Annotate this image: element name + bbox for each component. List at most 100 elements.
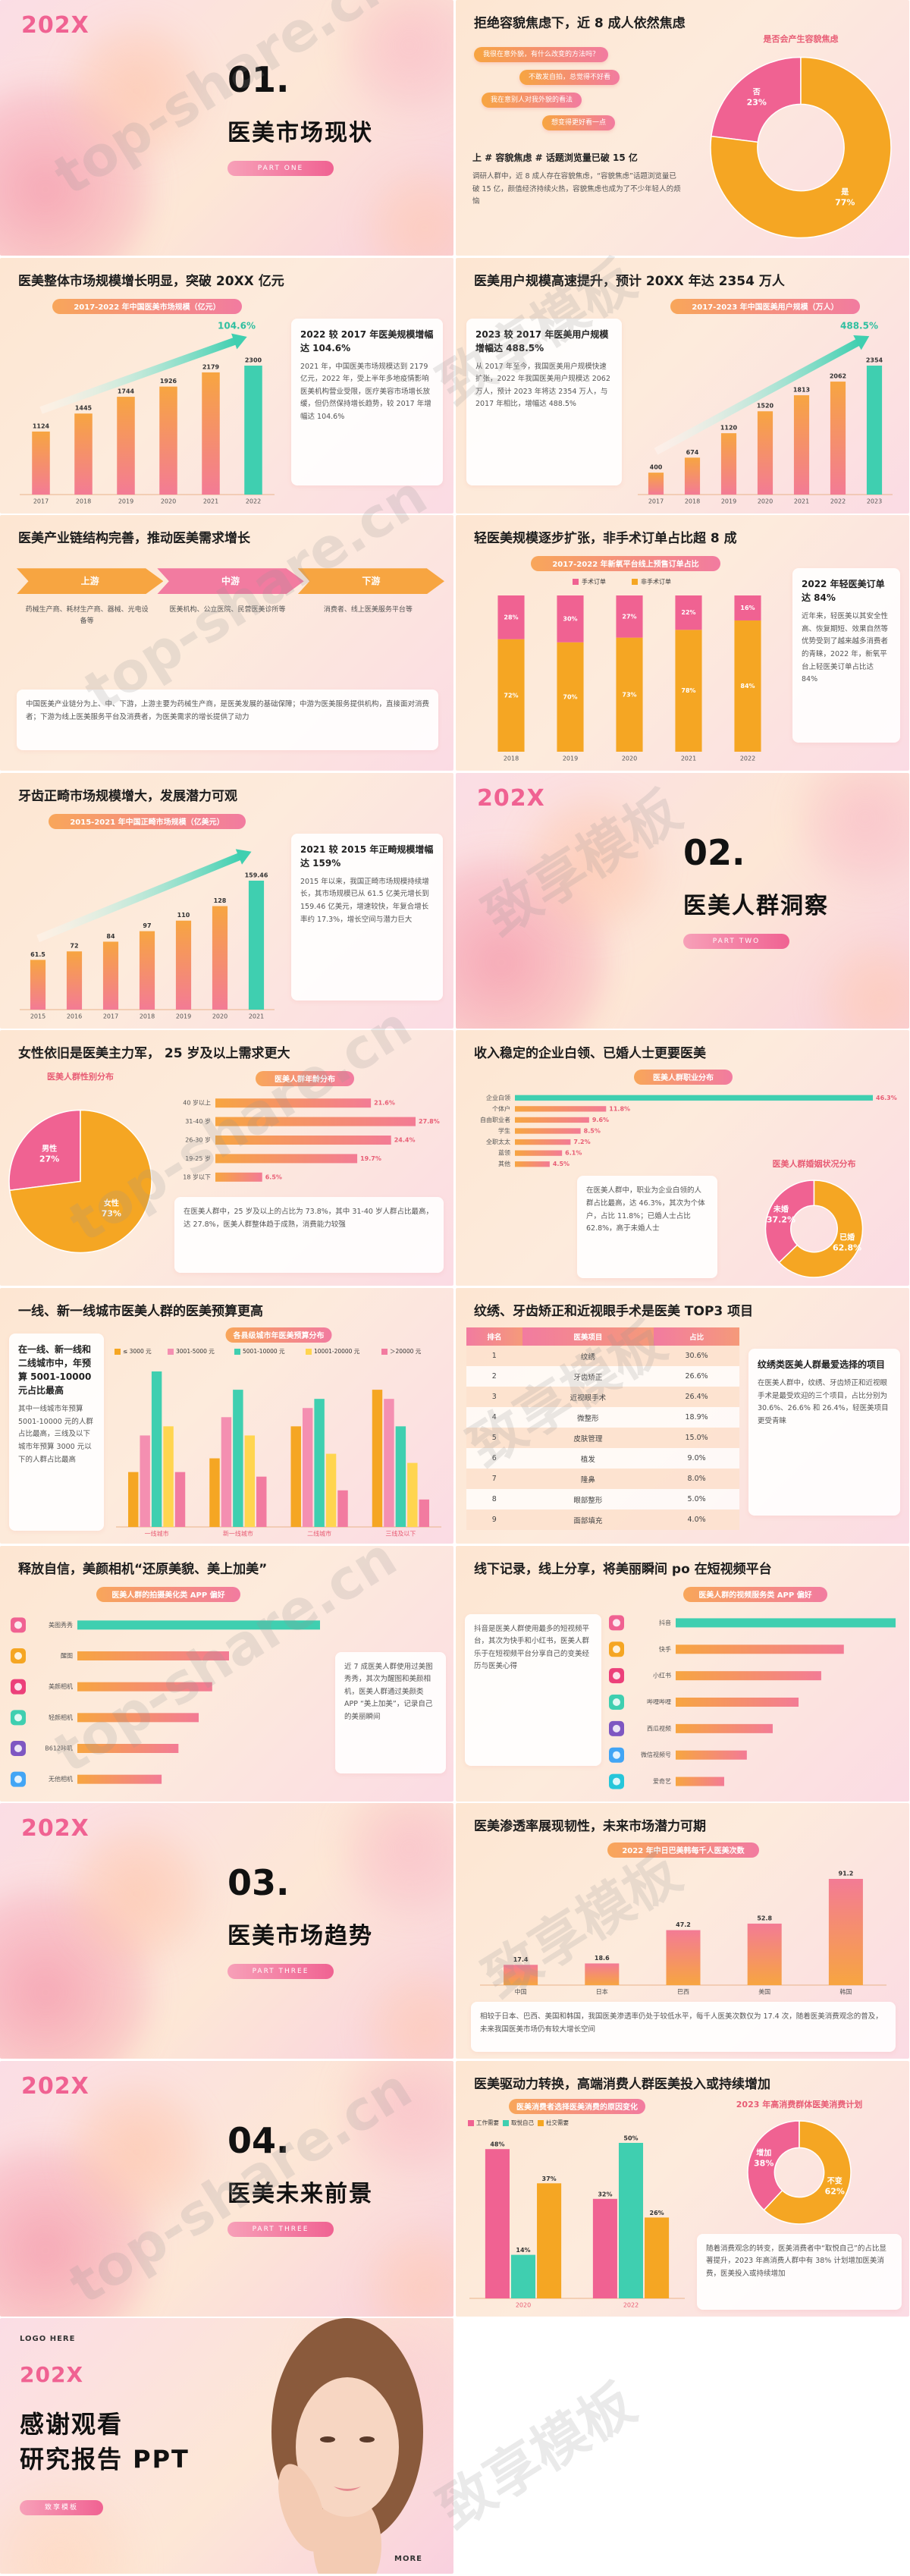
bar xyxy=(419,1499,429,1527)
bar xyxy=(175,920,192,1010)
block-grouped-bar: 医美消费者选择医美消费的原因变化 工作需要 取悦自己 社交需要 48% 14% 37% 202… xyxy=(463,2096,691,2312)
block-hbar: 医美人群职业分布 企业白领 46.3% 个体户 11.8% 自由职业者 9.6% 学生 8.5%… xyxy=(463,1067,903,1173)
bar xyxy=(407,1462,418,1527)
bar xyxy=(676,1644,844,1654)
bar xyxy=(290,1426,301,1527)
x-tick-label: 2020 xyxy=(622,756,637,762)
text-body: 在医美人群中，纹绣、牙齿矫正和近视眼手术是最受欢迎的三个项目，占比分别为 30.… xyxy=(758,1379,889,1425)
bar xyxy=(77,1743,179,1753)
bar xyxy=(77,1774,162,1784)
table-row: 6 植发 9.0% xyxy=(466,1448,739,1469)
table-cell: 眼部整形 xyxy=(522,1489,654,1509)
chart-title: 医美人群婚姻状况分布 xyxy=(773,1158,856,1169)
block-text: 中国医美产业链分为上、中、下游，上游主要为药械生产商，是医美发展的基础保障；中游… xyxy=(17,690,438,751)
bar xyxy=(256,1476,267,1527)
chart-title: 2017-2023 年中国医美用户规模（万人） xyxy=(692,302,838,312)
block-pie: 医美人群性别分布 男性 27% 女性 73% xyxy=(5,1068,156,1277)
text-body: 相较于日本、巴西、美国和韩国，我国医美渗透率仍处于较低水平，每千人医美次数仅为 … xyxy=(480,2012,883,2034)
app-icon-glyph xyxy=(613,1671,620,1679)
value-label: 97 xyxy=(143,922,151,929)
value-label: 77% xyxy=(835,198,855,208)
legend-swatch xyxy=(381,1349,388,1355)
text-body: 其中一线城市年预算 5001-10000 元的人群占比最高，三线及以下城市年预算… xyxy=(18,1405,93,1464)
x-tick-label: 2019 xyxy=(563,756,578,762)
x-tick-label: 中国 xyxy=(515,1988,527,1996)
value-label: 72 xyxy=(70,943,78,950)
growth-arrow-head xyxy=(231,333,247,349)
x-tick-label: 2023 xyxy=(867,498,882,504)
slide: 轻医美规模逐步扩张，非手术订单占比超 8 成 2017-2022 年新氧平台线上预… xyxy=(456,515,909,771)
value-label: 62.8% xyxy=(833,1243,861,1253)
x-tick-label: 韩国 xyxy=(839,1988,852,1996)
bar xyxy=(337,1490,348,1527)
bar xyxy=(151,1371,162,1527)
value-label: 84% xyxy=(740,683,755,690)
slide: 202X 01. 医美市场现状 PART ONE xyxy=(0,0,453,256)
legend-swatch xyxy=(468,2119,474,2126)
text-body: 近 7 成医美人群使用过美图秀秀，其次为醒图和美颜相机，医美人群通过美颜类 AP… xyxy=(344,1662,433,1722)
table-cell: 5.0% xyxy=(654,1489,739,1509)
slide-title: 牙齿正畸市场规模增大，发展潜力可观 xyxy=(18,788,237,804)
value-label: 16% xyxy=(740,605,755,611)
app-icon-glyph xyxy=(14,1682,22,1691)
slice-label: 已婚 xyxy=(839,1233,855,1242)
x-tick-label: 2017 xyxy=(33,498,49,504)
value-label: 7.2% xyxy=(573,1139,590,1145)
chart-title: 2017-2022 年新氧平台线上预售订单占比 xyxy=(552,559,698,569)
chart-title: 医美人群职业分布 xyxy=(653,1073,714,1082)
table-row: 3 近视眼手术 26.4% xyxy=(466,1387,739,1407)
block-bubbles: 我很在意外貌，有什么改变的方法吗？ 不敢发自拍，总觉得不好看 我在意别人对我外貌的看… xyxy=(474,44,664,135)
block-text: 在医美人群中，职业为企业白领的人群占比最高，达 46.3%，其次为个体户，占比 … xyxy=(577,1176,717,1279)
app-icon-glyph xyxy=(613,1777,620,1786)
bar xyxy=(676,1697,799,1707)
chart: 2015-2021 年中国正畸市场规模（亿美元） 61.5 2015 72 2016 84… xyxy=(20,813,275,1019)
x-tick-label: 2015 xyxy=(30,1013,46,1019)
slide: 医美整体市场规模增长明显，突破 20XX 亿元 2017-2022 年中国医美市场… xyxy=(0,257,453,514)
speech-bubble: 我很在意外貌，有什么改变的方法吗？ xyxy=(474,47,609,62)
y-tick-label: 轻颜相机 xyxy=(49,1713,73,1720)
title-pill xyxy=(96,1586,240,1602)
slice-label: 增加 xyxy=(756,2147,771,2157)
table-cell: 1 xyxy=(466,1346,522,1366)
decor-blob xyxy=(364,1970,453,2059)
chart-title: 2017-2022 年中国医美市场规模（亿元） xyxy=(74,302,220,312)
bar xyxy=(77,1619,320,1629)
chart: 各县级城市年医美预算分布 ≤ 3000 元 3001-5000 元 5001-1000… xyxy=(115,1327,441,1538)
slide: 释放自信，美颜相机“还原美貌、美上加美” 医美人群的拍摄美化类 APP 偏好 美图秀… xyxy=(0,1545,453,1802)
value-label: 2300 xyxy=(245,357,262,363)
x-tick-label: 2018 xyxy=(76,498,91,504)
value-label: 78% xyxy=(681,687,695,694)
bar xyxy=(676,1723,773,1733)
decor-blob xyxy=(341,1803,453,1918)
bar xyxy=(32,431,50,495)
table-cell: 2 xyxy=(466,1366,522,1387)
app-icon-glyph xyxy=(14,1651,22,1660)
value-label: 50% xyxy=(623,2135,638,2141)
bar xyxy=(140,1435,150,1527)
value-label: 17.4 xyxy=(513,1956,529,1963)
text-heading: 纹绣类医美人群最爱选择的项目 xyxy=(758,1359,886,1370)
text-body: 在医美人群中，职业为企业白领的人群占比最高，达 46.3%，其次为个体户，占比 … xyxy=(586,1186,705,1233)
y-tick-label: 19-25 岁 xyxy=(185,1154,211,1162)
bar xyxy=(215,1117,416,1126)
table-cell: 9.0% xyxy=(654,1448,739,1469)
bar xyxy=(592,2198,617,2298)
table-header-row: 排名 医美项目 占比 xyxy=(466,1327,739,1346)
legend-label: 手术订单 xyxy=(582,578,606,586)
value-label: 26% xyxy=(650,2210,664,2216)
portrait-eye xyxy=(320,2436,335,2443)
value-label: 23% xyxy=(747,97,767,107)
value-label: 84 xyxy=(106,933,115,940)
legend-swatch xyxy=(538,2119,544,2126)
table-cell: 3 xyxy=(466,1387,522,1407)
x-tick-label: 2020 xyxy=(212,1013,228,1019)
bar xyxy=(676,1670,821,1680)
section-title: 医美市场现状 xyxy=(228,120,373,146)
table-cell: 皮肤管理 xyxy=(522,1428,654,1448)
bar xyxy=(202,372,220,495)
legend-swatch xyxy=(573,579,579,586)
legend-swatch xyxy=(168,1349,174,1355)
block-text: 在一线、新一线和二线城市中，年预算 5001-10000 元占比最高 其中一线城市… xyxy=(9,1334,104,1531)
value-label: 48% xyxy=(490,2141,504,2147)
value-label: 91.2 xyxy=(839,1871,854,1877)
